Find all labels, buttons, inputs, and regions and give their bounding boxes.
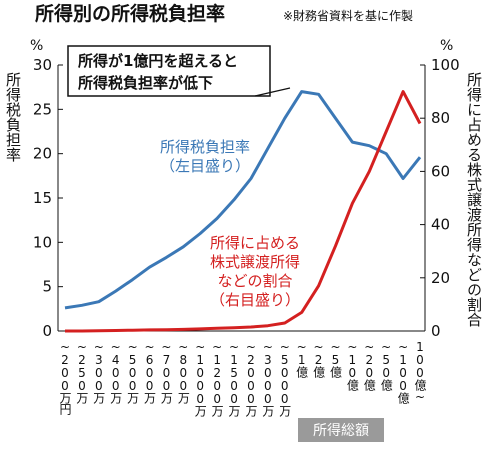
series-label: などの割合 [217, 272, 292, 290]
y2-tick-label: 80 [431, 109, 450, 127]
x-tick-label: ~5000万 [278, 340, 292, 417]
x-tick-label: ~2億 [312, 340, 326, 378]
series-label: 所得に占める [210, 234, 300, 252]
y-tick-label: 15 [33, 189, 52, 207]
annotation-pointer [254, 87, 291, 97]
y2-tick-label: 60 [431, 162, 450, 180]
x-tick-label: 100億~ [413, 340, 427, 403]
y2-axis-label: 所得に占める株式譲渡所得などの割合 [465, 72, 483, 327]
x-tick-label: ~1500万 [227, 340, 241, 417]
series-label: 株式譲渡所得 [210, 253, 300, 271]
x-tick-label: ~800万 [176, 340, 190, 404]
x-tick-label: ~1200万 [210, 340, 224, 417]
x-tick-label: ~2000万 [244, 340, 258, 417]
x-tick-label: ~3000万 [261, 340, 275, 417]
x-tick-label: ~100億 [396, 340, 410, 404]
series-scale-label: （左目盛り） [160, 157, 250, 175]
x-tick-label: ~1000万 [193, 340, 207, 417]
annotation-box [67, 45, 271, 97]
x-tick-label: ~200万円 [58, 340, 72, 415]
y-unit: % [30, 38, 43, 54]
chart-subtitle: ※財務省資料を基に作製 [283, 8, 413, 23]
x-tick-label: ~500万 [126, 340, 140, 404]
y-tick-label: 0 [42, 322, 52, 340]
y2-tick-label: 100 [431, 56, 460, 74]
x-axis-label: 所得総額 [313, 422, 369, 439]
series-line [64, 90, 422, 310]
y2-tick-label: 40 [431, 216, 450, 234]
x-tick-label: ~300万 [92, 340, 106, 404]
y-tick-label: 30 [33, 56, 52, 74]
x-tick-label: ~10億 [345, 340, 359, 391]
annotation-line: 所得が1億円を超えると [78, 52, 238, 70]
y-tick-label: 25 [33, 100, 52, 118]
y2-tick-label: 20 [431, 269, 450, 287]
y2-unit: % [440, 38, 453, 54]
y-tick-label: 10 [33, 233, 52, 251]
x-tick-label: ~600万 [143, 340, 157, 404]
x-tick-label: ~1億 [295, 340, 309, 378]
y2-tick-label: 0 [431, 322, 441, 340]
x-tick-label: ~5億 [328, 340, 342, 378]
y-tick-label: 5 [42, 278, 52, 296]
x-tick-label: ~20億 [362, 340, 376, 391]
series-line [65, 90, 422, 333]
y-tick-label: 20 [33, 145, 52, 163]
y-axis-label: 所得税負担率 [4, 72, 22, 162]
x-tick-label: ~700万 [159, 340, 173, 404]
x-tick-label: ~250万 [75, 340, 89, 404]
annotation-line: 所得税負担率が低下 [78, 74, 213, 92]
series-scale-label: （右目盛り） [210, 291, 300, 309]
x-tick-label: ~400万 [109, 340, 123, 404]
x-label-box [298, 418, 384, 442]
chart-title: 所得別の所得税負担率 [35, 2, 225, 25]
series-label: 所得税負担率 [160, 138, 250, 156]
x-tick-label: ~50億 [379, 340, 393, 391]
